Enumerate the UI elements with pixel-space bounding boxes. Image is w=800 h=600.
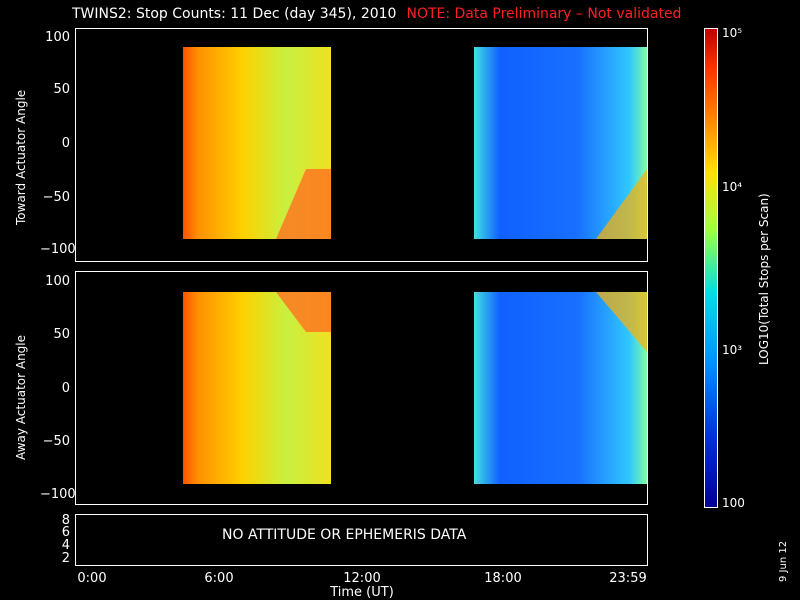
xtick-18: 18:00 [484,571,522,586]
cbar-tick-top: 10⁵ [722,26,743,40]
top-ytick-m50: −50 [42,190,70,205]
top-ytick-100: 100 [45,30,70,45]
note-text: NOTE: Data Preliminary – Not validated [406,6,682,22]
cbar-tick-mid2: 10³ [722,343,743,357]
top-ytick-50: 50 [53,82,70,97]
date-stamp: 9 Jun 12 [778,540,789,582]
bottom-ytick-0: 0 [61,381,70,396]
colorbar-label: LOG10(Total Stops per Scan) [757,193,771,365]
colorbar [704,28,718,508]
title-text: TWINS2: Stop Counts: 11 Dec (day 345), 2… [72,6,397,22]
xtick-2359: 23:59 [609,571,647,586]
top-ytick-m100: −100 [40,242,76,257]
xtick-0: 0:00 [77,571,107,586]
top-interval-2 [474,47,647,239]
bottom-ytick-m100: −100 [40,487,76,502]
ephemeris-panel [75,514,648,566]
alt-ytick-2: 2 [61,551,70,566]
cbar-tick-mid1: 10⁴ [722,180,743,194]
bottom-ylabel: Away Actuator Angle [14,334,28,460]
bottom-ytick-100: 100 [45,274,70,289]
xtick-6: 6:00 [204,571,234,586]
top-ytick-0: 0 [61,136,70,151]
xtick-12: 12:00 [343,571,381,586]
bottom-panel [75,271,648,505]
chart-title: TWINS2: Stop Counts: 11 Dec (day 345), 2… [72,6,681,22]
nodata-text: NO ATTITUDE OR EPHEMERIS DATA [222,527,467,543]
top-ylabel: Toward Actuator Angle [14,89,28,225]
alt-ytick-8: 8 [61,513,70,528]
bottom-interval-2 [474,292,647,484]
bottom-ytick-m50: −50 [42,434,70,449]
xaxis-label: Time (UT) [330,585,394,600]
top-panel [75,28,648,262]
bottom-ytick-50: 50 [53,327,70,342]
top-heatmap [183,47,647,239]
alt-ytick-4: 4 [61,538,70,553]
bottom-heatmap [183,292,647,484]
cbar-tick-bottom: 100 [722,496,745,510]
alt-ytick-6: 6 [61,525,70,540]
